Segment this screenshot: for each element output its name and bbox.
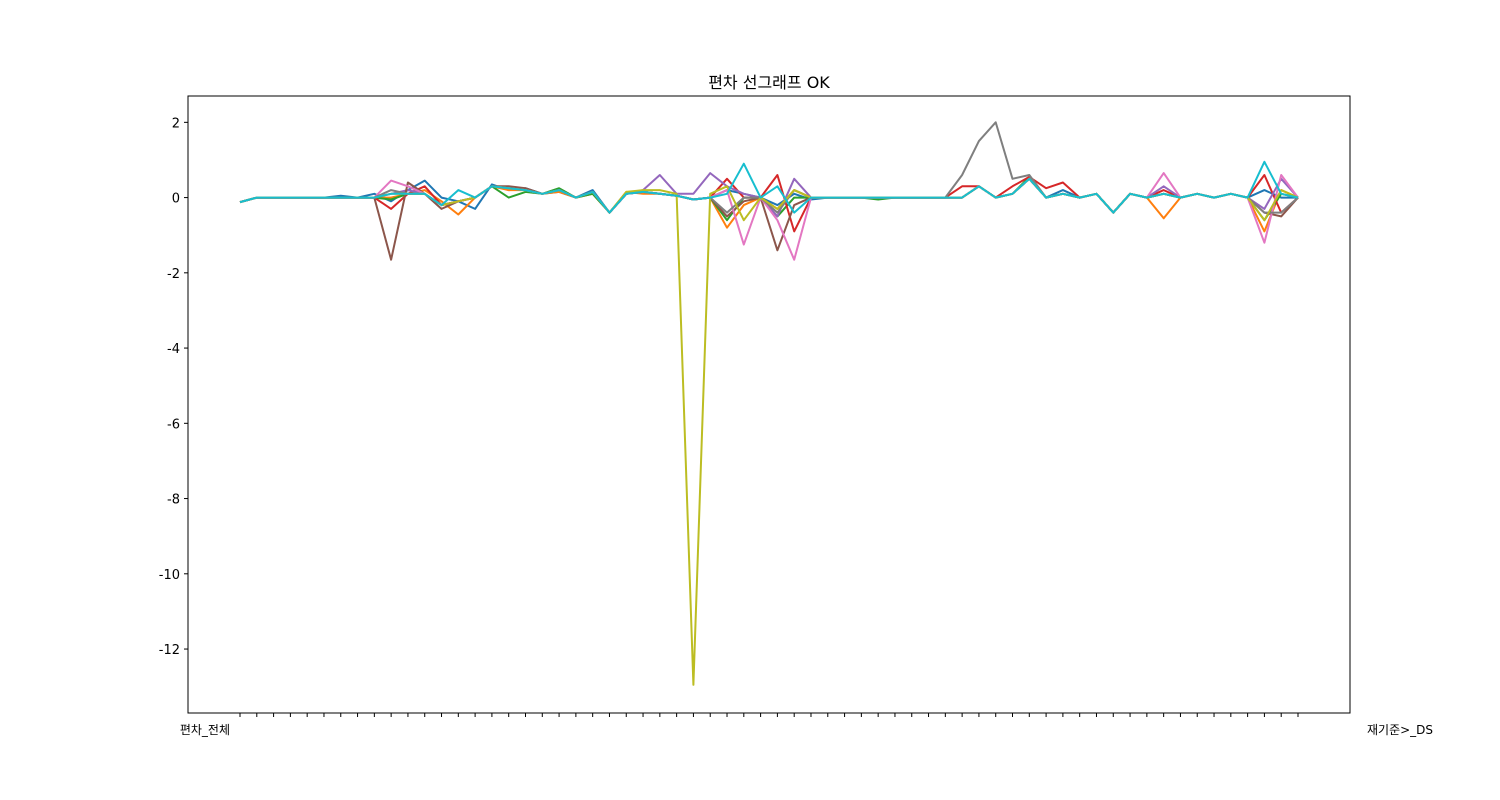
chart-title: 편차 선그래프 OK <box>708 73 830 92</box>
x-axis <box>239 713 1299 717</box>
y-axis: 2 0 -2 -4 -6 -8 -10 -12 <box>159 116 188 658</box>
series-line-10 <box>239 160 1299 214</box>
x-tick-label-first: 편차_전체 <box>180 723 230 737</box>
y-tick-label: -12 <box>159 643 180 658</box>
x-tick-label-last: 재기준>_DS <box>1367 723 1433 737</box>
y-tick-label: 2 <box>172 116 180 131</box>
y-tick-label: -4 <box>167 342 180 357</box>
y-tick-label: -10 <box>159 568 180 583</box>
y-tick-label: -6 <box>167 417 180 432</box>
y-tick-label: -2 <box>167 267 180 282</box>
y-tick-label: 0 <box>172 192 180 207</box>
plot-area <box>239 121 1299 686</box>
axes-frame <box>187 95 1351 714</box>
y-tick-label: -8 <box>167 493 180 508</box>
